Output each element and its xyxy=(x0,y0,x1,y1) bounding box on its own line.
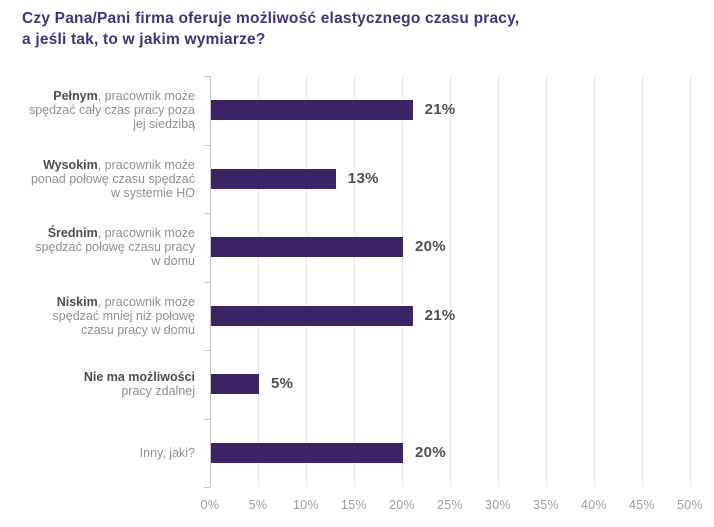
category-label-line: Wysokim, pracownik może xyxy=(43,157,195,172)
category-label-line: pracy zdalnej xyxy=(121,384,195,399)
category-label-line: spędzać połowę czasu pracy xyxy=(35,240,195,255)
category-label-line: Niskim, pracownik może xyxy=(56,294,195,309)
x-axis-tick-label: 45% xyxy=(629,498,655,512)
category-row: Średnim, pracownik może spędzać połowę cz… xyxy=(35,213,690,282)
x-axis-tick-label: 25% xyxy=(437,498,463,512)
bar-value-label: 5% xyxy=(271,375,294,393)
bar xyxy=(211,374,259,395)
gridline xyxy=(594,76,595,487)
category-row: Niskim, pracownik może spędzać mniej niż … xyxy=(53,282,690,351)
gridline xyxy=(642,76,643,487)
gridline xyxy=(354,76,355,487)
gridline xyxy=(306,76,307,487)
x-axis-tick-label: 10% xyxy=(293,498,319,512)
bar xyxy=(211,100,413,121)
x-axis-tick-label: 40% xyxy=(581,498,607,512)
category-row: Pełnym, pracownik może spędzać cały czas … xyxy=(29,76,690,145)
category-label-line: spędzać mniej niż połowę xyxy=(52,308,195,323)
category-label-line: Pełnym, pracownik może xyxy=(53,89,195,104)
category-label: Inny, jaki? xyxy=(10,419,195,488)
gridline xyxy=(450,76,451,487)
category-label: Średnim, pracownik może spędzać połowę cz… xyxy=(10,213,195,282)
chart-title-line-1: Czy Pana/Pani firma oferuje możliwość el… xyxy=(22,10,520,27)
category-label-line: Inny, jaki? xyxy=(139,445,195,460)
y-axis-line xyxy=(210,76,211,487)
x-axis-tick-label: 5% xyxy=(248,498,268,512)
category-label-line: czasu pracy w domu xyxy=(81,322,195,337)
x-axis-tick-label: 50% xyxy=(677,498,703,512)
category-label-line: spędzać cały czas pracy poza xyxy=(28,103,195,118)
bar xyxy=(211,305,413,326)
y-axis-tick xyxy=(204,282,210,283)
category-label: Pełnym, pracownik może spędzać cały czas … xyxy=(10,76,195,145)
category-row: Nie ma możliwości pracy zdalnej 5% xyxy=(84,350,690,419)
y-axis-tick xyxy=(204,145,210,146)
bar xyxy=(211,168,336,189)
chart-title: Czy Pana/Pani firma oferuje możliwość el… xyxy=(22,8,519,50)
x-axis-tick-label: 30% xyxy=(485,498,511,512)
plot-area: 0% 5% 10% 15% 20% 25% 30% 35% 40% 45% 50% Pełnym, p… xyxy=(29,76,703,512)
bar xyxy=(211,237,403,258)
category-label: Niskim, pracownik może spędzać mniej niż … xyxy=(10,282,195,351)
gridline xyxy=(402,76,403,487)
gridline xyxy=(546,76,547,487)
category-label: Nie ma możliwości pracy zdalnej xyxy=(10,350,195,419)
gridline xyxy=(498,76,499,487)
bar-value-label: 20% xyxy=(415,443,446,461)
y-axis-tick xyxy=(204,76,210,77)
gridline xyxy=(258,76,259,487)
bar-value-label: 21% xyxy=(424,101,456,119)
y-axis-tick xyxy=(204,213,210,214)
category-row: Inny, jaki? 20% xyxy=(140,419,690,488)
category-label: Wysokim, pracownik może ponad połowę czas… xyxy=(10,145,195,214)
category-label-line: jej siedzibą xyxy=(133,117,195,132)
x-axis-tick-label: 15% xyxy=(341,498,367,512)
category-label-line: w domu xyxy=(151,254,195,269)
y-axis-tick xyxy=(204,487,210,488)
x-axis-tick-label: 0% xyxy=(200,498,220,512)
bar-value-label: 21% xyxy=(424,306,456,324)
y-axis-tick xyxy=(204,350,210,351)
x-axis-tick-label: 35% xyxy=(533,498,559,512)
x-axis-tick-label: 20% xyxy=(389,498,415,512)
bar-value-label: 13% xyxy=(347,169,379,187)
bar-value-label: 20% xyxy=(415,238,446,256)
category-label-line: w systemie HO xyxy=(110,185,195,200)
gridline xyxy=(690,76,691,487)
bar xyxy=(211,442,403,463)
category-label-line: ponad połowę czasu spędzać xyxy=(30,171,195,186)
y-axis-tick xyxy=(204,419,210,420)
category-label-line: Średnim, pracownik może xyxy=(47,226,195,241)
category-row: Wysokim, pracownik może ponad połowę czas… xyxy=(31,145,690,214)
chart-title-line-2: a jeśli tak, to w jakim wymiarze? xyxy=(22,31,266,48)
category-label-line: Nie ma możliwości xyxy=(83,370,195,385)
